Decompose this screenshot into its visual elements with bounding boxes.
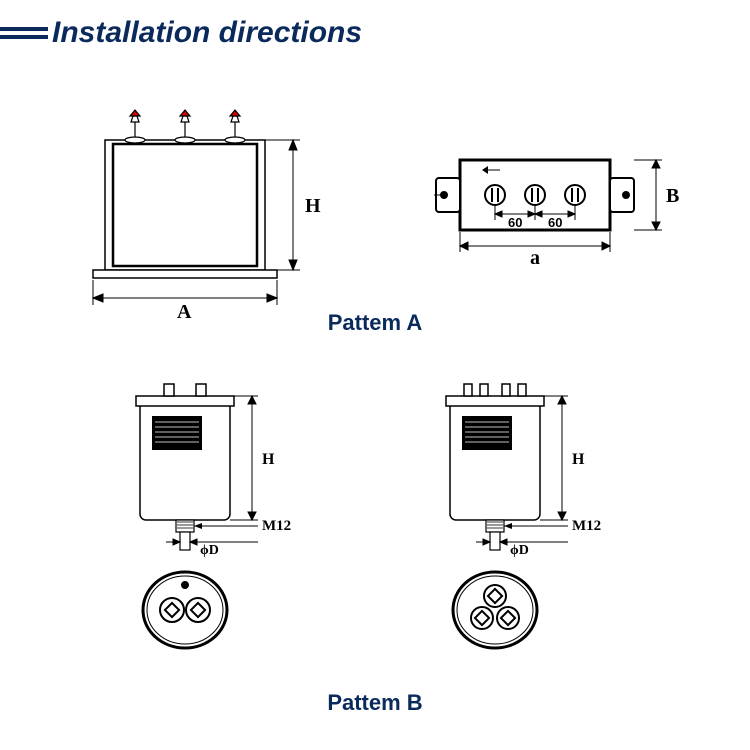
b-right-phid: ϕD [510, 543, 529, 558]
pattern-b-right: H M12 ϕD [420, 370, 660, 680]
pattern-b-label: Pattem B [0, 690, 750, 716]
spacing-2: 60 [548, 215, 562, 230]
dim-b-label: B [666, 185, 679, 207]
pattern-a-front: H A [85, 100, 345, 320]
dim-h-label: H [305, 195, 321, 217]
pattern-b-left: H M12 ϕD [110, 370, 350, 680]
header-rule [0, 27, 48, 39]
spacing-1: 60 [508, 215, 522, 230]
b-right-m12: M12 [572, 518, 601, 534]
b-left-h: H [262, 451, 275, 468]
b-right-h: H [572, 451, 585, 468]
page-title: Installation directions [52, 16, 362, 50]
header: Installation directions [0, 16, 750, 50]
b-left-phid: ϕD [200, 543, 219, 558]
dim-a2-label: a [530, 247, 540, 269]
b-left-m12: M12 [262, 518, 291, 534]
pattern-a-top: 60 60 B a [430, 150, 710, 300]
pattern-a-label: Pattem A [0, 310, 750, 336]
